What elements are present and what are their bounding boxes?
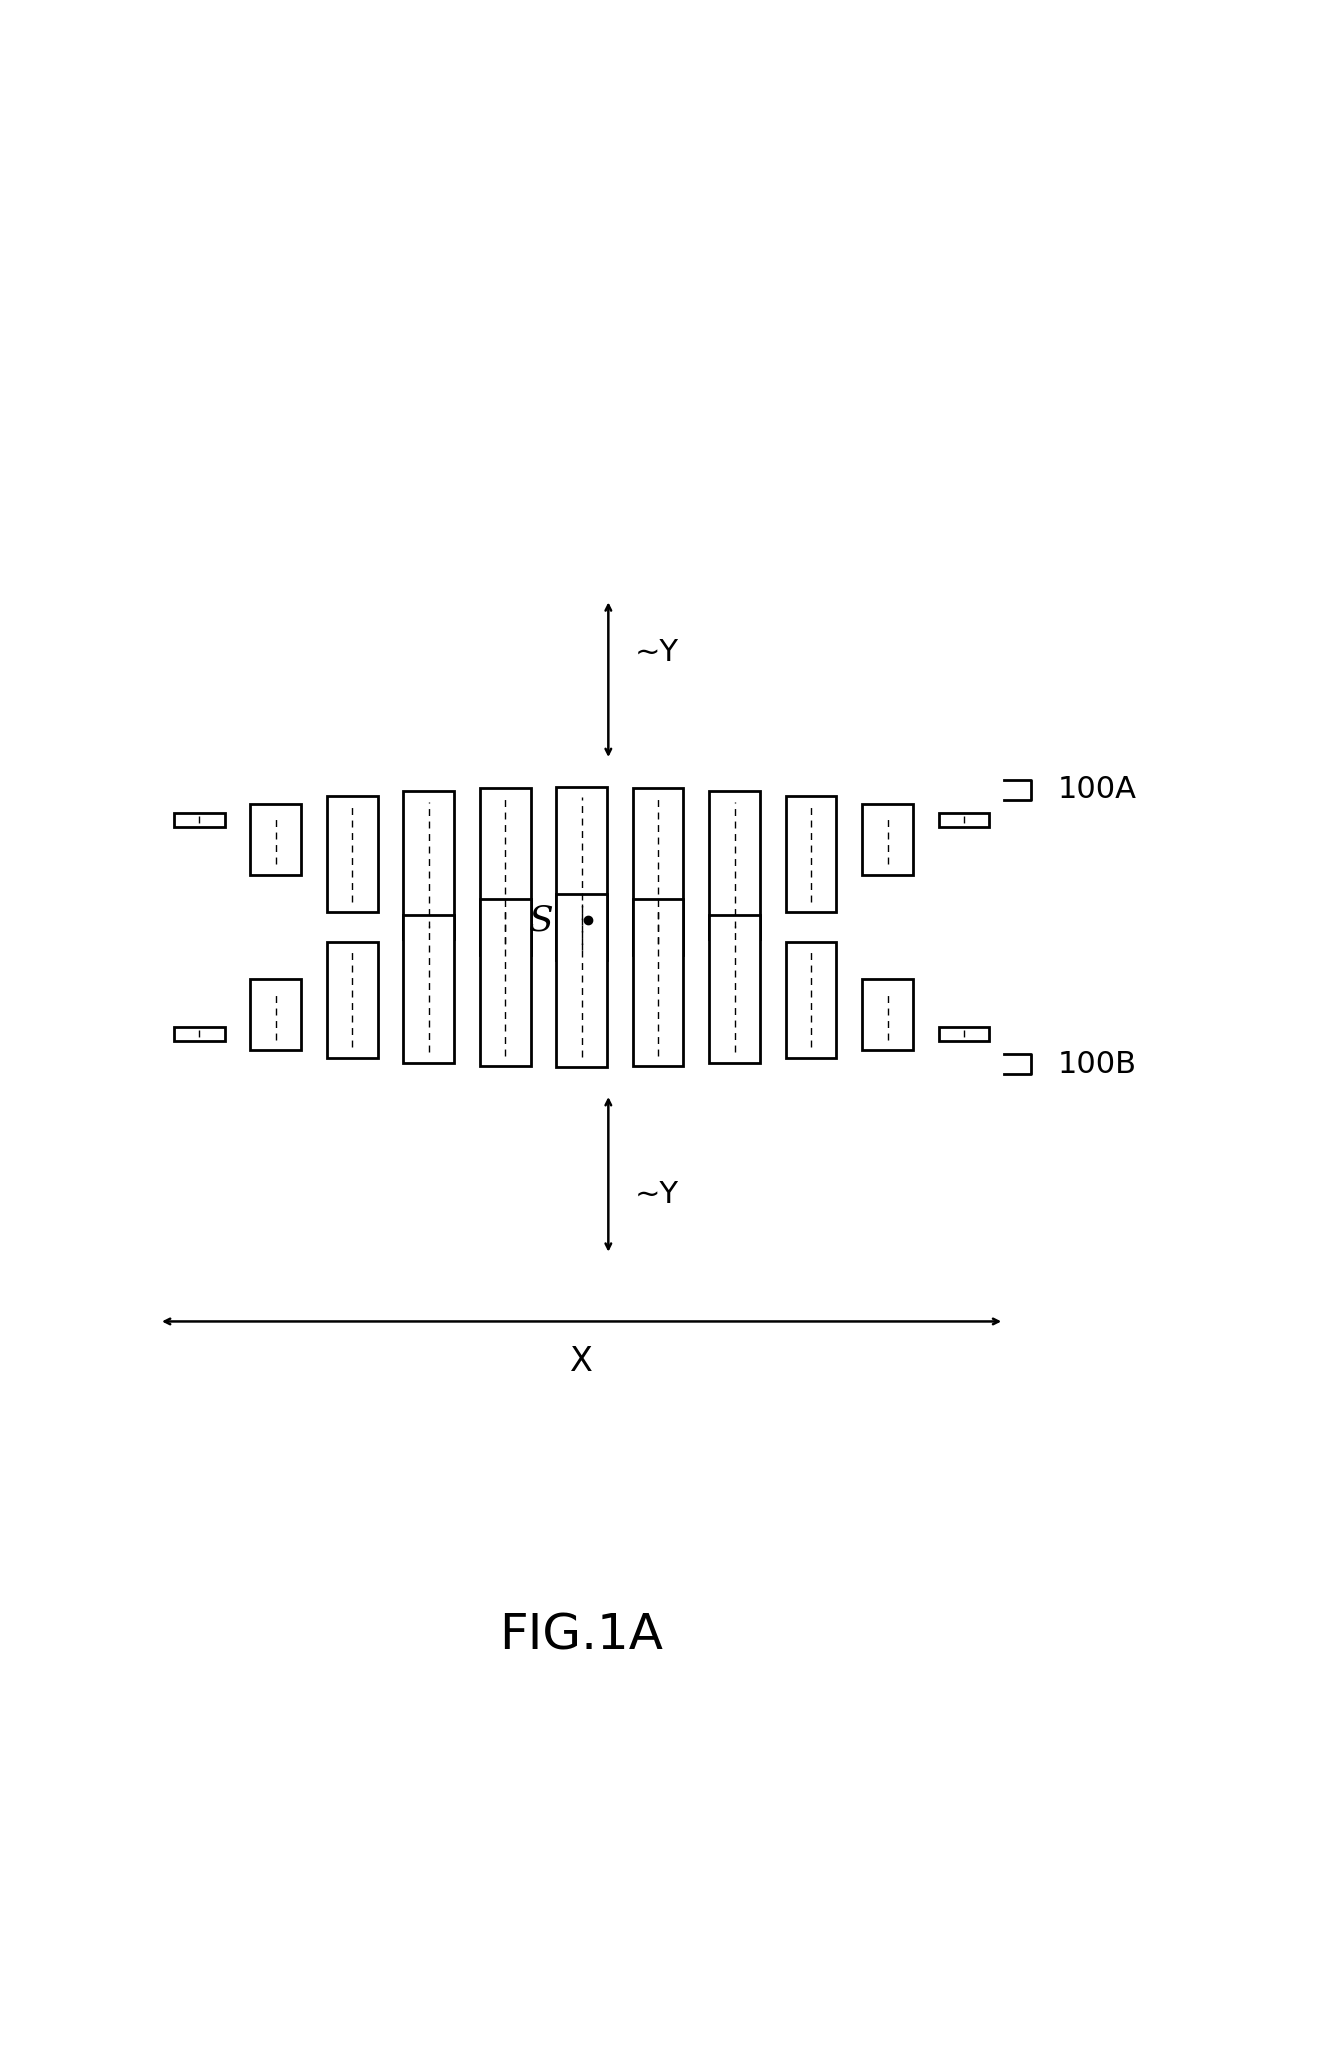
Bar [939, 813, 989, 827]
Bar [556, 893, 607, 1067]
Bar [709, 790, 759, 939]
Text: ~Y: ~Y [635, 639, 679, 668]
Bar [174, 813, 225, 827]
Text: S: S [529, 904, 554, 937]
Bar [404, 790, 455, 939]
Bar [632, 900, 683, 1067]
Text: 100A: 100A [1058, 776, 1136, 804]
Text: FIG.1A: FIG.1A [500, 1611, 663, 1661]
Bar [404, 914, 455, 1063]
Bar [786, 941, 837, 1059]
Bar [174, 1028, 225, 1040]
Bar [480, 788, 531, 955]
Bar [326, 796, 377, 912]
Bar [862, 804, 913, 875]
Bar [632, 788, 683, 955]
Text: ~Y: ~Y [635, 1181, 679, 1210]
Bar [709, 914, 759, 1063]
Bar [250, 804, 301, 875]
Bar [862, 978, 913, 1051]
Text: 100B: 100B [1058, 1051, 1136, 1079]
Bar [786, 796, 837, 912]
Text: X: X [570, 1344, 594, 1377]
Bar [250, 978, 301, 1051]
Bar [326, 941, 377, 1059]
Bar [939, 1028, 989, 1040]
Bar [480, 900, 531, 1067]
Bar [556, 786, 607, 960]
